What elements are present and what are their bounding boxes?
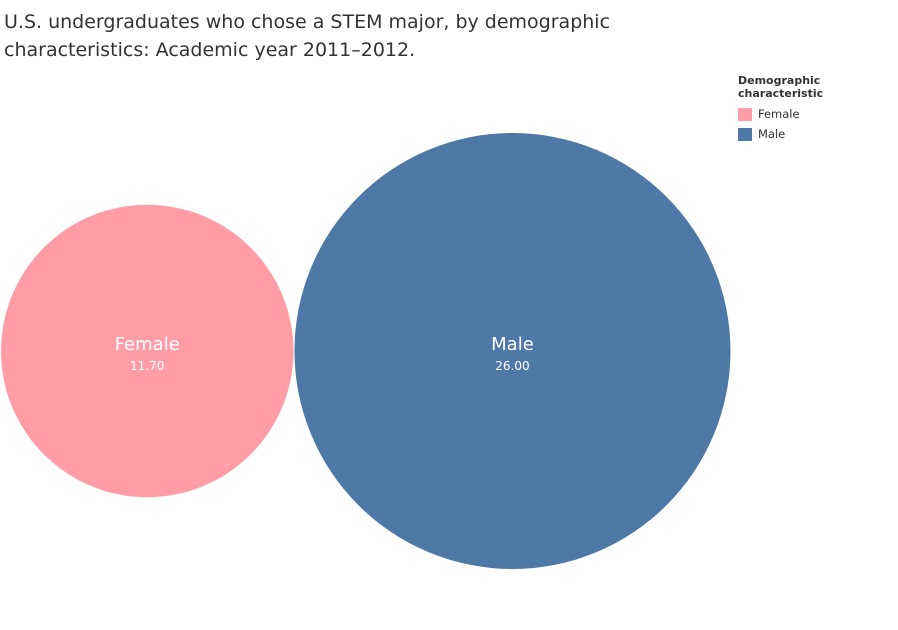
legend-item-female[interactable]: Female xyxy=(738,104,898,124)
legend-title: Demographic characteristic xyxy=(738,74,824,100)
chart-title: U.S. undergraduates who chose a STEM maj… xyxy=(4,11,611,61)
bubble-label-female: Female xyxy=(115,334,180,355)
bubble-female[interactable] xyxy=(1,204,294,498)
bubble-male[interactable] xyxy=(294,133,731,569)
bubble-label-male: Male xyxy=(491,334,534,355)
bubble-value-female: 11.70 xyxy=(130,359,164,373)
legend-swatch-female xyxy=(738,107,752,121)
legend-item-male[interactable]: Male xyxy=(738,124,898,144)
legend-swatch-male xyxy=(738,127,752,141)
legend-label-female: Female xyxy=(758,107,800,121)
legend-label-male: Male xyxy=(758,127,786,141)
legend: Demographic characteristic Female Male xyxy=(738,74,898,144)
bubble-value-male: 26.00 xyxy=(495,359,529,373)
